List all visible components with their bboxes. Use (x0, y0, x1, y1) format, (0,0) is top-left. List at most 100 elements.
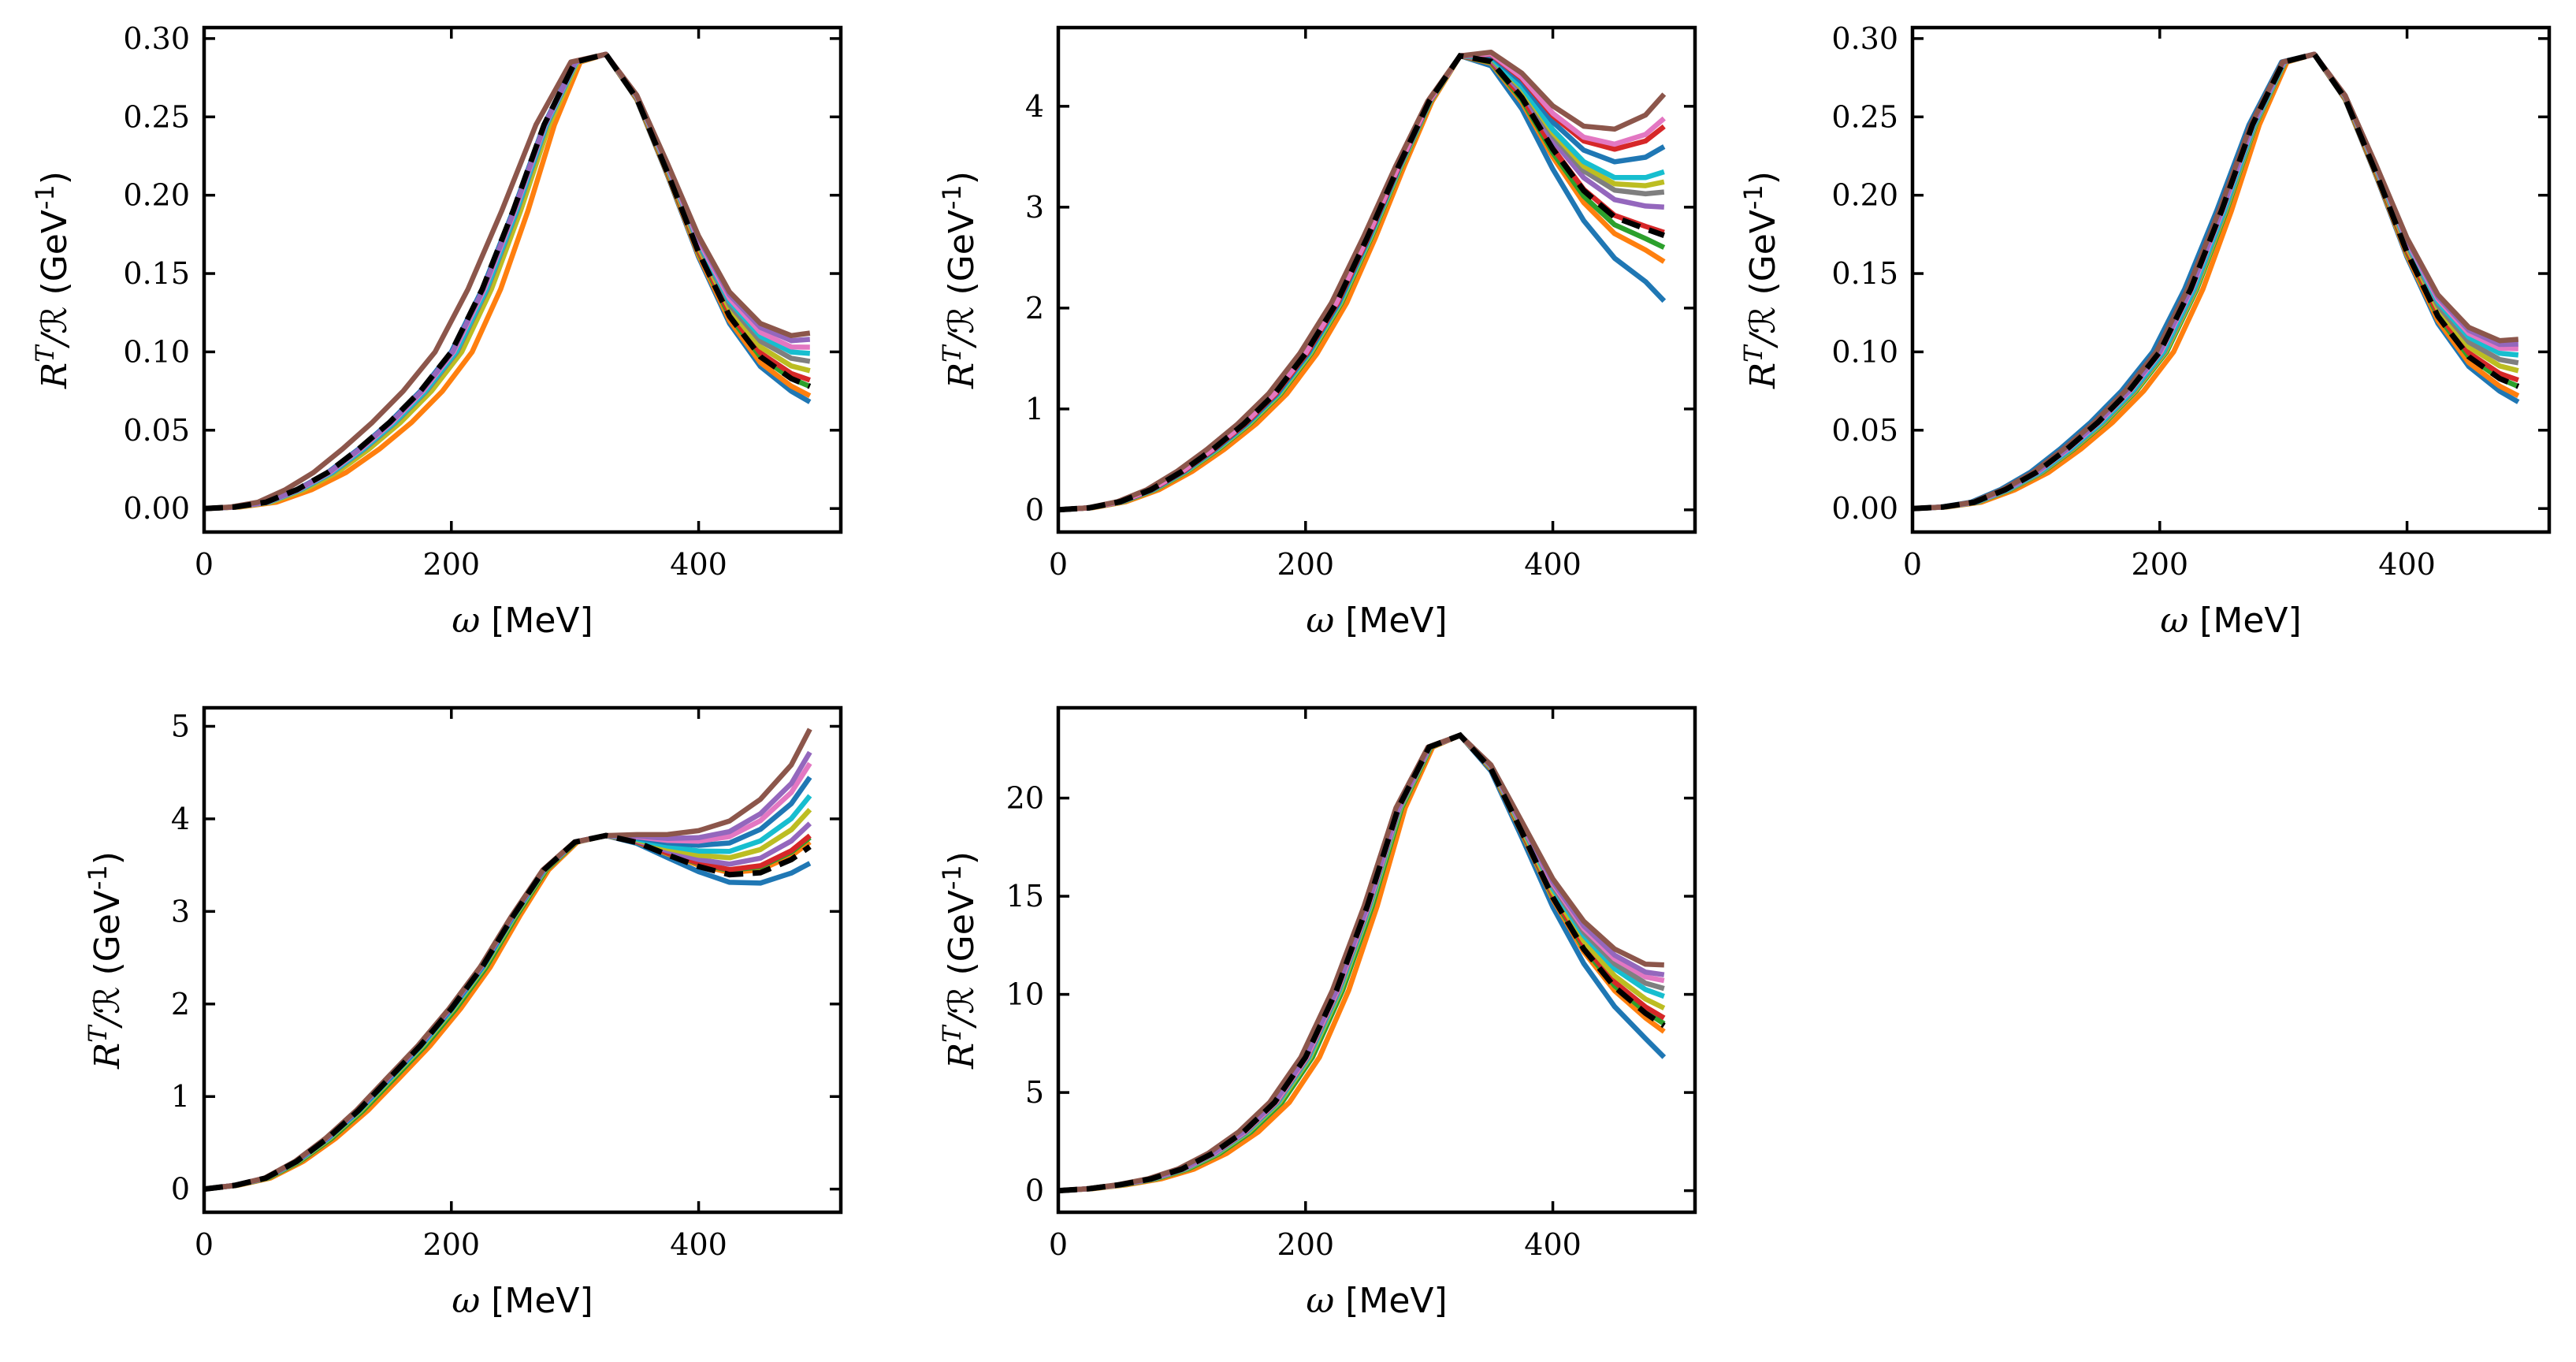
x-tick-label: 200 (423, 1227, 481, 1262)
plot-area (1058, 731, 1667, 1194)
series-line-green (1058, 53, 1666, 513)
x-tick-label: 200 (1277, 1227, 1335, 1262)
panel-top-middle: 0 200 400 0 1 2 3 4 ω [MeV] RT/ℛ (GeV-1) (937, 25, 1697, 641)
y-tick-label: 0.10 (123, 334, 190, 369)
series-line-orange (1058, 732, 1666, 1193)
y-tick-label: 0.15 (123, 256, 190, 291)
series-line-pink (204, 761, 812, 1192)
series-line-green (204, 832, 812, 1192)
y-tick-label: 0.30 (123, 21, 190, 56)
x-tick-label: 200 (423, 547, 481, 582)
series-line-reference-dashed (1912, 50, 2520, 512)
y-axis-label: RT/ℛ (GeV-1) (937, 171, 982, 389)
x-tick-label: 400 (2378, 547, 2436, 582)
y-tick-label: 20 (1006, 781, 1044, 816)
y-axis-label: RT/ℛ (GeV-1) (30, 171, 75, 389)
series-line-blue (204, 832, 812, 1192)
y-tick-label: 0 (1025, 1174, 1044, 1208)
y-tick-label: 0.25 (1831, 99, 1898, 134)
y-tick-label: 5 (171, 709, 190, 743)
y-tick-label: 0.20 (1831, 178, 1898, 213)
series-line-purple (1058, 53, 1664, 513)
series-line-cyan (1058, 732, 1665, 1193)
series-line-green (1058, 732, 1666, 1193)
x-tick-label: 400 (670, 547, 727, 582)
y-tick-label: 0.05 (1831, 413, 1898, 448)
y-tick-label: 0.05 (123, 413, 190, 448)
y-tick-label: 4 (171, 802, 190, 836)
x-axis-label: ω [MeV] (452, 601, 593, 641)
series-line-brown (1058, 49, 1667, 513)
panel-bottom-middle: 0 200 400 0 5 10 15 20 ω [MeV] RT/ℛ (GeV-1) (937, 705, 1697, 1321)
series-line-purple (1058, 732, 1665, 1193)
series-line-red-2 (1058, 51, 1666, 513)
y-tick-label: 0.25 (123, 99, 190, 134)
axes-frame (1056, 705, 1697, 1215)
x-tick-label: 0 (1903, 547, 1922, 582)
y-tick-label: 0 (171, 1172, 190, 1207)
y-tick-label: 0.00 (1831, 491, 1898, 526)
y-tick-label: 0.00 (123, 491, 190, 526)
y-tick-label: 4 (1025, 89, 1044, 124)
x-tick-label: 200 (1277, 547, 1335, 582)
series-line-brown (204, 51, 811, 512)
series-line-purple-2 (204, 750, 812, 1192)
x-tick-label: 400 (670, 1227, 727, 1262)
series-line-pink (1058, 732, 1665, 1193)
y-tick-label: 5 (1025, 1075, 1044, 1110)
x-tick-label: 400 (1524, 547, 1582, 582)
y-tick-label: 0.20 (123, 178, 190, 213)
y-tick-label: 0.30 (1831, 21, 1898, 56)
series-line-purple (1912, 51, 2518, 512)
panel-top-left: 0 200 400 0.00 0.05 0.10 0.15 0.20 0.25 0.30 ω [Me… (30, 21, 843, 641)
series-line-red (1058, 53, 1665, 513)
axes-frame (1910, 25, 2552, 534)
series-line-reference-dashed (204, 50, 812, 512)
x-tick-label: 0 (1049, 1227, 1068, 1262)
axes-frame (202, 705, 843, 1215)
y-tick-label: 2 (171, 987, 190, 1022)
series-line-red (1058, 732, 1666, 1193)
series-line-orange (204, 832, 812, 1192)
y-tick-label: 15 (1006, 879, 1044, 914)
series-line-blue (1058, 732, 1667, 1193)
plot-area (204, 50, 812, 512)
series-line-reference-dashed (1058, 731, 1666, 1194)
x-axis-label: ω [MeV] (452, 1281, 593, 1321)
series-line-pink (204, 51, 810, 512)
y-axis-label: RT/ℛ (GeV-1) (83, 851, 128, 1070)
series-line-cyan (1058, 53, 1665, 513)
x-tick-label: 0 (195, 1227, 214, 1262)
series-line-gray (1058, 53, 1665, 513)
x-axis-label: ω [MeV] (2160, 601, 2301, 641)
y-axis-label: RT/ℛ (GeV-1) (1738, 171, 1783, 389)
y-tick-label: 0.10 (1831, 334, 1898, 369)
plot-area (1058, 49, 1667, 513)
y-axis-label: RT/ℛ (GeV-1) (937, 851, 982, 1070)
series-line-brown (204, 728, 812, 1192)
x-tick-label: 0 (195, 547, 214, 582)
series-line-red (204, 832, 812, 1192)
y-tick-label: 3 (1025, 190, 1044, 225)
y-tick-label: 2 (1025, 291, 1044, 326)
series-line-gray (1058, 732, 1665, 1193)
axes-frame (1056, 25, 1697, 534)
panel-bottom-left: 0 200 400 0 1 2 3 4 5 ω [MeV] RT/ℛ (GeV-1) (83, 705, 843, 1321)
series-line-reference-dashed (204, 832, 812, 1193)
y-tick-label: 0.15 (1831, 256, 1898, 291)
y-tick-label: 0 (1025, 493, 1044, 527)
plot-area (204, 728, 812, 1193)
series-line-olive (1058, 732, 1666, 1193)
y-tick-label: 1 (1025, 392, 1044, 426)
x-tick-label: 400 (1524, 1227, 1582, 1262)
panel-top-right: 0 200 400 0.00 0.05 0.10 0.15 0.20 0.25 0.30 ω [Me… (1738, 21, 2552, 641)
x-tick-label: 200 (2132, 547, 2189, 582)
series-line-blue-2 (1058, 53, 1666, 513)
axes-frame (202, 25, 843, 534)
y-tick-label: 10 (1006, 977, 1044, 1012)
series-line-blue (1058, 53, 1667, 513)
x-axis-label: ω [MeV] (1306, 1281, 1447, 1321)
y-tick-label: 3 (171, 894, 190, 928)
series-line-orange (1058, 53, 1666, 513)
